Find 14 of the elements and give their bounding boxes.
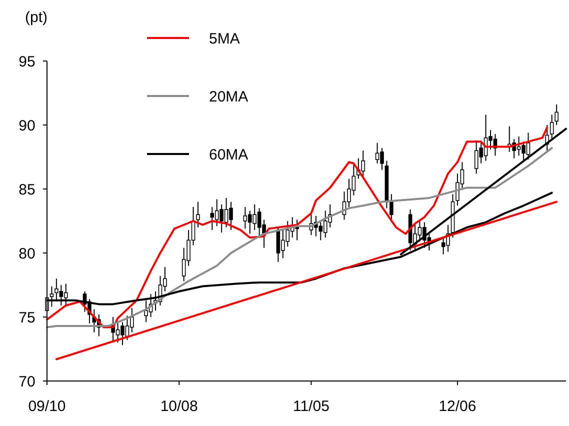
y-tick-label: 80 bbox=[18, 245, 36, 262]
legend-label: 5MA bbox=[209, 30, 240, 48]
y-tick-label: 70 bbox=[18, 373, 36, 390]
x-tick-label: 11/05 bbox=[293, 398, 330, 415]
x-tick-label: 12/06 bbox=[438, 398, 476, 415]
y-axis-title: (pt) bbox=[25, 9, 48, 26]
y-tick-label: 85 bbox=[18, 181, 36, 198]
legend-label: 60MA bbox=[209, 146, 248, 164]
y-tick-label: 95 bbox=[18, 53, 36, 70]
legend-label: 20MA bbox=[209, 88, 248, 106]
y-tick-label: 90 bbox=[18, 117, 36, 134]
x-tick-label: 09/10 bbox=[28, 398, 66, 415]
x-tick-label: 10/08 bbox=[160, 398, 198, 415]
y-tick-label: 75 bbox=[18, 309, 36, 326]
